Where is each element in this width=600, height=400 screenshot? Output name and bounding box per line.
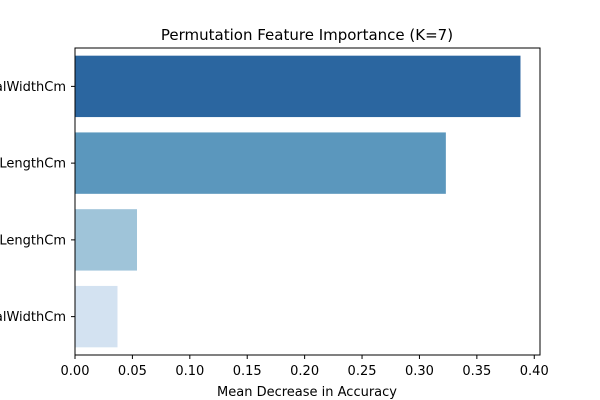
y-tick-label: PetalWidthCm: [0, 80, 66, 95]
x-tick-label: 0.10: [175, 364, 204, 379]
plot-frame: [74, 47, 541, 356]
x-tick-label: 0.20: [290, 364, 319, 379]
x-tick-label: 0.05: [118, 364, 147, 379]
x-tick-label: 0.40: [520, 364, 549, 379]
y-tick-label: PetalLengthCm: [0, 157, 66, 172]
y-tick-label: SepalLengthCm: [0, 233, 66, 248]
x-axis-label: Mean Decrease in Accuracy: [217, 385, 397, 400]
bar: [75, 285, 118, 348]
bar: [75, 209, 137, 271]
x-tick-label: 0.15: [233, 364, 262, 379]
x-tick-label: 0.30: [405, 364, 434, 379]
bar: [75, 132, 446, 194]
bars-layer: [75, 55, 521, 348]
x-tick-label: 0.00: [61, 364, 90, 379]
x-tick-label: 0.25: [348, 364, 377, 379]
bar: [75, 55, 521, 118]
y-tick-label: SepalWidthCm: [0, 310, 66, 325]
chart-title: Permutation Feature Importance (K=7): [161, 26, 453, 44]
x-ticks: 0.00 0.05 0.10 0.15 0.20 0.25 0.30 0.35 0.40: [61, 355, 549, 379]
y-ticks: PetalWidthCm PetalLengthCm SepalLengthCm Se…: [0, 80, 75, 325]
x-tick-label: 0.35: [462, 364, 491, 379]
